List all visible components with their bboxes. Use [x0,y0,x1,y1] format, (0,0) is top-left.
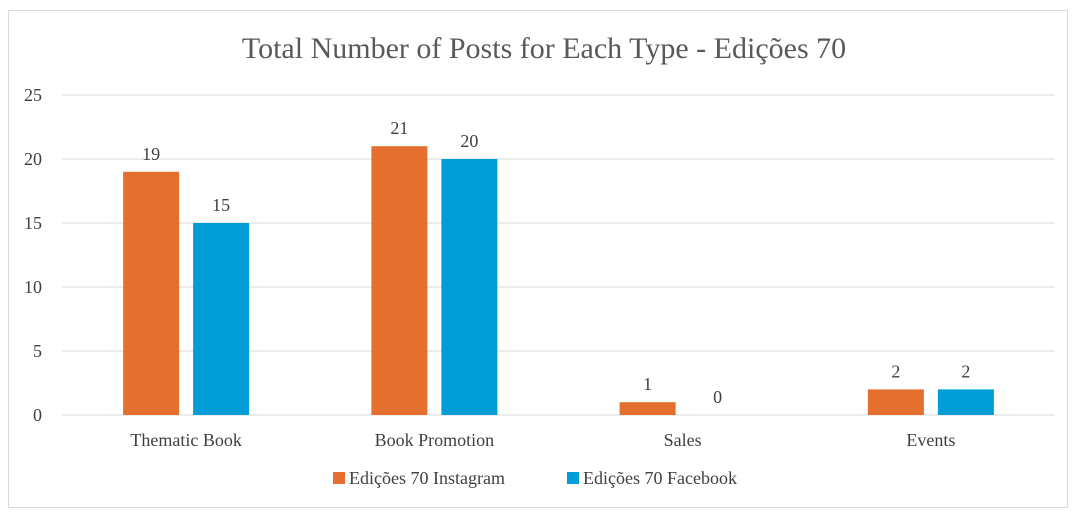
y-tick-label: 10 [24,277,42,297]
y-tick-label: 5 [33,341,42,361]
legend-swatch [567,472,579,484]
y-tick-label: 20 [24,149,42,169]
bars [123,146,994,415]
bar-facebook [193,223,250,415]
legend-label: Edições 70 Instagram [349,468,505,488]
x-category-label: Sales [664,430,702,450]
y-axis-ticks: 0 5 10 15 20 25 [24,85,42,425]
data-label: 0 [713,387,722,407]
x-axis-categories: Thematic Book Book Promotion Sales Events [130,430,955,450]
bar-facebook [937,389,994,415]
chart-frame [8,10,1068,508]
data-label: 2 [891,361,900,381]
y-tick-label: 25 [24,85,42,105]
bar-instagram [867,389,924,415]
y-tick-label: 15 [24,213,42,233]
legend: Edições 70 Instagram Edições 70 Facebook [333,468,737,488]
data-label: 2 [961,361,970,381]
bar-instagram [371,146,428,415]
data-label: 15 [212,195,230,215]
data-labels: 19 15 21 20 1 0 2 2 [142,118,970,407]
bar-instagram [619,402,676,415]
bar-instagram [123,171,180,415]
data-label: 1 [643,374,652,394]
legend-label: Edições 70 Facebook [583,468,737,488]
data-label: 20 [460,131,478,151]
x-category-label: Book Promotion [375,430,495,450]
data-label: 21 [390,118,408,138]
y-tick-label: 0 [33,405,42,425]
bar-facebook [441,159,498,415]
x-category-label: Thematic Book [130,430,241,450]
legend-swatch [333,472,345,484]
data-label: 19 [142,144,160,164]
chart-title: Total Number of Posts for Each Type - Ed… [242,32,846,65]
x-category-label: Events [906,430,955,450]
